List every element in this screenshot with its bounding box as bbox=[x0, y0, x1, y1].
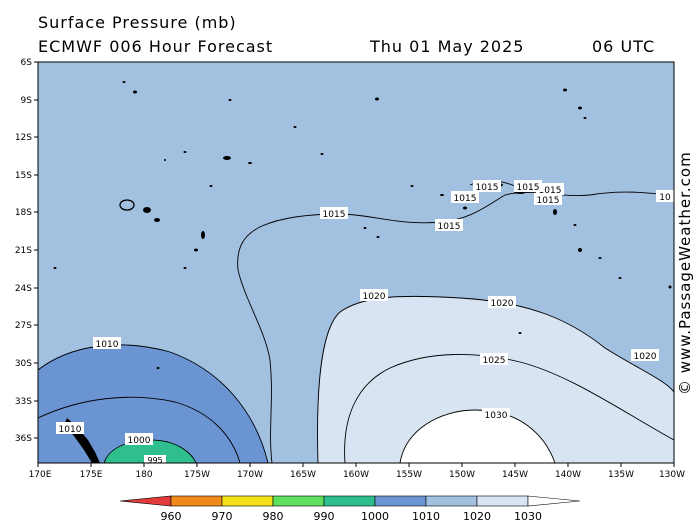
lon-label: 140W bbox=[555, 470, 581, 480]
svg-text:1010: 1010 bbox=[59, 425, 82, 435]
isobar-label: 1015 bbox=[534, 193, 562, 206]
svg-text:10: 10 bbox=[659, 193, 671, 203]
lon-label: 165W bbox=[290, 470, 316, 480]
lon-label: 170W bbox=[237, 470, 263, 480]
lat-label: 24S bbox=[15, 284, 32, 294]
lat-label: 21S bbox=[15, 246, 32, 256]
legend-swatch bbox=[170, 495, 223, 507]
lon-label: 160W bbox=[343, 470, 369, 480]
svg-text:1015: 1015 bbox=[539, 186, 562, 196]
legend-swatch bbox=[527, 495, 581, 507]
legend-label: 980 bbox=[263, 510, 284, 523]
lon-label: 150W bbox=[449, 470, 475, 480]
isobar-label: 1015 bbox=[514, 180, 542, 193]
legend-swatch bbox=[476, 495, 529, 507]
band-990-1000 bbox=[104, 440, 196, 463]
svg-text:1015: 1015 bbox=[476, 183, 499, 193]
svg-text:1020: 1020 bbox=[491, 299, 514, 309]
isobar-label: 1020 bbox=[488, 296, 516, 309]
svg-text:1015: 1015 bbox=[537, 196, 560, 206]
isobar-1030 bbox=[399, 409, 556, 463]
isobar-label: 1015 bbox=[536, 183, 564, 196]
band-1000-1010 bbox=[38, 344, 268, 463]
isobar-label: 1010 bbox=[56, 422, 84, 435]
lat-label: 27S bbox=[15, 321, 32, 331]
svg-text:1025: 1025 bbox=[483, 356, 506, 366]
isobar-label: 1015 bbox=[451, 191, 479, 204]
lon-label: 175W bbox=[184, 470, 210, 480]
isobar-1015-west bbox=[237, 269, 273, 463]
lat-label: 9S bbox=[21, 96, 33, 106]
legend-swatch bbox=[272, 495, 325, 507]
lat-labels: 6S 9S 12S 15S 18S 21S 24S 27S 30S 33S 36… bbox=[15, 58, 32, 444]
isobar-1000 bbox=[103, 439, 197, 463]
lat-label: 15S bbox=[15, 171, 32, 181]
isobar-label: 1010 bbox=[93, 337, 121, 350]
forecast-time: 06 UTC bbox=[592, 37, 656, 56]
isobar-label: 1030 bbox=[482, 408, 510, 421]
lat-label: 12S bbox=[15, 133, 32, 143]
isobar-labels: 1010 1000 995 1015 1015 1015 1015 1015 1… bbox=[56, 180, 674, 465]
isobar-1020 bbox=[317, 295, 674, 463]
isobar-label: 995 bbox=[144, 455, 166, 465]
legend-label: 1010 bbox=[412, 510, 440, 523]
map-title: Surface Pressure (mb) bbox=[38, 13, 237, 32]
legend-label: 990 bbox=[314, 510, 335, 523]
legend-swatch bbox=[323, 495, 376, 507]
color-legend: 960 970 980 990 1000 1010 1020 1030 bbox=[119, 495, 581, 523]
lon-label: 155W bbox=[396, 470, 422, 480]
legend-label: 970 bbox=[212, 510, 233, 523]
lon-label: 135W bbox=[608, 470, 634, 480]
svg-text:1015: 1015 bbox=[323, 210, 346, 220]
isobar-label: 1015 bbox=[320, 207, 348, 220]
lat-label: 30S bbox=[15, 359, 32, 369]
svg-text:1020: 1020 bbox=[634, 352, 657, 362]
isobar-label: 1020 bbox=[631, 349, 659, 362]
legend-swatch bbox=[425, 495, 478, 507]
forecast-date: Thu 01 May 2025 bbox=[370, 37, 525, 56]
lon-label: 130W bbox=[659, 470, 685, 480]
legend-label: 960 bbox=[161, 510, 182, 523]
lat-label: 6S bbox=[21, 58, 33, 68]
lon-labels: 170E 175E 180 175W 170W 165W 160W 155W 1… bbox=[29, 470, 686, 480]
lon-label: 180 bbox=[135, 470, 152, 480]
isobar-1025 bbox=[344, 354, 674, 463]
band-1020-1030 bbox=[317, 296, 674, 463]
isobar-label: 1015 bbox=[473, 180, 501, 193]
lat-label: 36S bbox=[15, 434, 32, 444]
legend-swatch bbox=[119, 495, 172, 507]
isobar-label: 1000 bbox=[125, 433, 153, 446]
svg-text:1010: 1010 bbox=[96, 340, 119, 350]
legend-label: 1030 bbox=[514, 510, 542, 523]
lat-label: 18S bbox=[15, 208, 32, 218]
isobar-1010 bbox=[38, 344, 269, 463]
lat-label: 33S bbox=[15, 397, 32, 407]
isobar-label: 1025 bbox=[480, 353, 508, 366]
svg-text:1020: 1020 bbox=[363, 292, 386, 302]
pressure-fields bbox=[38, 62, 674, 463]
isobar-label: 1020 bbox=[360, 289, 388, 302]
lat-ticks bbox=[34, 61, 38, 439]
legend-swatch bbox=[221, 495, 274, 507]
isobar-label: 1015 bbox=[435, 219, 463, 232]
lon-label: 170E bbox=[29, 470, 52, 480]
svg-text:1000: 1000 bbox=[128, 436, 151, 446]
lon-label: 175E bbox=[80, 470, 103, 480]
svg-text:995: 995 bbox=[147, 456, 162, 465]
legend-label: 1000 bbox=[361, 510, 389, 523]
svg-text:1015: 1015 bbox=[454, 194, 477, 204]
lon-label: 145W bbox=[502, 470, 528, 480]
legend-label: 1020 bbox=[463, 510, 491, 523]
isobar-1005 bbox=[38, 396, 241, 463]
svg-text:1015: 1015 bbox=[517, 183, 540, 193]
isobar-label: 10 bbox=[656, 190, 674, 203]
legend-swatch bbox=[374, 495, 427, 507]
lon-ticks bbox=[37, 463, 675, 467]
svg-text:1030: 1030 bbox=[485, 411, 508, 421]
svg-text:1015: 1015 bbox=[438, 222, 461, 232]
band-above-1030 bbox=[400, 410, 555, 463]
forecast-model-label: ECMWF 006 Hour Forecast bbox=[38, 37, 274, 56]
